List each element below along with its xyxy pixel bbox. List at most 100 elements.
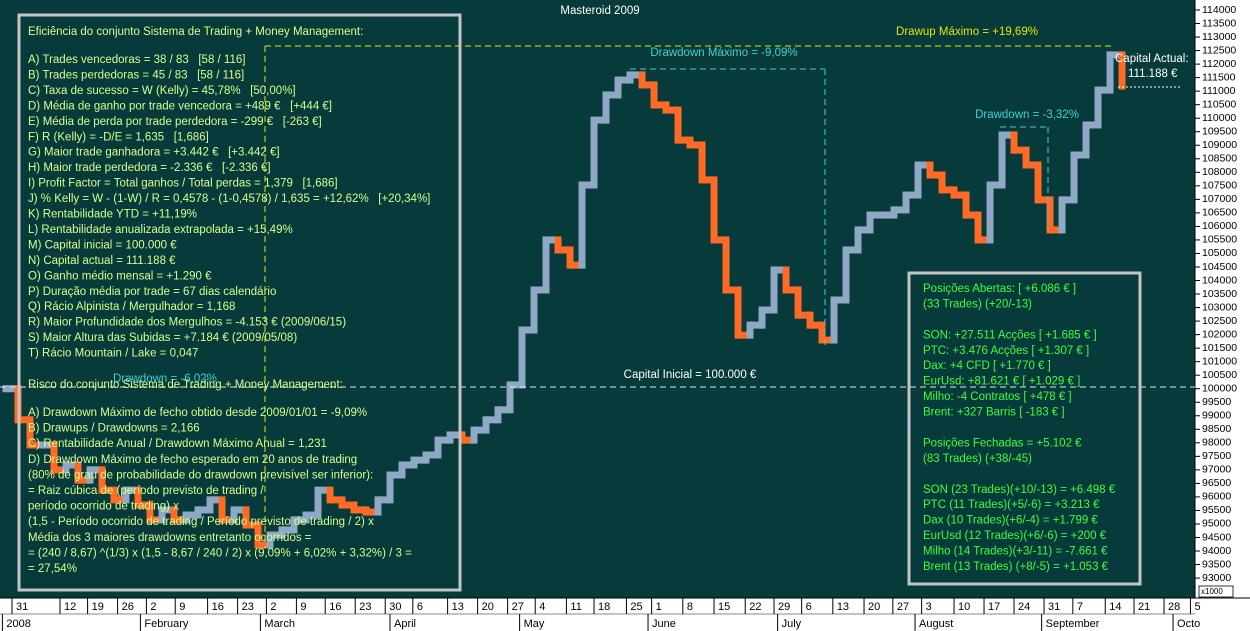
step-riser bbox=[1010, 131, 1018, 154]
step-tread bbox=[954, 191, 967, 199]
step-tread bbox=[906, 191, 919, 199]
step-tread bbox=[186, 511, 199, 519]
x-month-label: February bbox=[144, 618, 189, 630]
step-tread bbox=[822, 336, 835, 344]
x-month-label: September bbox=[1046, 618, 1100, 630]
step-tread bbox=[102, 486, 115, 494]
step-tread bbox=[774, 266, 787, 274]
panel-line: PTC: +3.476 Acções [ +1.307 € ] bbox=[923, 345, 1089, 357]
step-tread bbox=[870, 211, 883, 219]
step-tread bbox=[1050, 226, 1063, 234]
step-riser bbox=[914, 161, 922, 199]
step-tread bbox=[894, 206, 907, 214]
step-tread bbox=[66, 461, 79, 469]
step-riser bbox=[710, 176, 718, 244]
y-tick-label: 97000 bbox=[1202, 464, 1231, 476]
step-riser bbox=[470, 426, 478, 444]
step-riser bbox=[1046, 196, 1054, 234]
step-tread bbox=[714, 236, 727, 244]
y-tick-label: 113500 bbox=[1202, 17, 1236, 29]
step-riser bbox=[542, 236, 550, 294]
step-tread bbox=[738, 331, 751, 339]
step-tread bbox=[570, 261, 583, 269]
step-tread bbox=[546, 236, 559, 244]
step-tread bbox=[354, 506, 367, 514]
x-tick-label: 5 bbox=[1194, 601, 1200, 613]
step-riser bbox=[110, 486, 118, 504]
step-tread bbox=[990, 181, 1003, 189]
step-riser bbox=[806, 311, 814, 329]
panel-line: Brent (13 Trades) (+8/-5) = +1.053 € bbox=[923, 561, 1109, 573]
step-riser bbox=[722, 236, 730, 294]
step-riser bbox=[398, 461, 406, 479]
step-tread bbox=[582, 181, 595, 189]
step-tread bbox=[486, 416, 499, 424]
panel-line: Milho (14 Trades)(+3/-11) = -7.661 € bbox=[923, 545, 1108, 557]
step-riser bbox=[26, 416, 34, 449]
y-tick-label: 102500 bbox=[1202, 315, 1237, 327]
step-tread bbox=[246, 521, 259, 529]
step-riser bbox=[698, 141, 706, 184]
step-tread bbox=[18, 416, 31, 424]
panel-texts: A) Trades vencedoras = 38 / 83 [58 / 116… bbox=[28, 54, 1116, 575]
step-riser bbox=[230, 506, 238, 524]
step-riser bbox=[206, 496, 214, 514]
step-tread bbox=[258, 541, 271, 549]
step-tread bbox=[690, 141, 703, 149]
panel-line: S) Maior Altura das Subidas = +7.184 € (… bbox=[28, 332, 297, 344]
step-tread bbox=[126, 486, 139, 494]
step-tread bbox=[882, 211, 895, 219]
x-tick-label: 25 bbox=[630, 601, 642, 613]
step-tread bbox=[618, 76, 631, 84]
panel-line: D) Média de ganho por trade vencedora = … bbox=[28, 100, 332, 112]
x-tick-label: 27 bbox=[897, 601, 909, 613]
step-riser bbox=[146, 501, 154, 524]
step-tread bbox=[270, 531, 283, 539]
step-tread bbox=[642, 81, 655, 89]
step-riser bbox=[746, 321, 754, 339]
step-riser bbox=[602, 91, 610, 124]
y-tick-label: 101500 bbox=[1202, 342, 1237, 354]
step-riser bbox=[566, 246, 574, 269]
panel-line: B) Trades perdedoras = 45 / 83 [58 / 116… bbox=[28, 69, 244, 81]
step-tread bbox=[858, 226, 871, 234]
step-riser bbox=[2, 385, 10, 393]
panel-line: A) Drawdown Máximo de fecho obtido desde… bbox=[28, 407, 367, 419]
x-tick-label: 26 bbox=[122, 601, 134, 613]
x-tick-label: 20 bbox=[868, 601, 880, 613]
y-tick-label: 109500 bbox=[1202, 126, 1237, 138]
x-tick-label: 31 bbox=[1048, 601, 1060, 613]
x-tick-label: 6 bbox=[417, 601, 423, 613]
step-tread bbox=[798, 311, 811, 319]
annotation: Drawup Máximo = +19,69% bbox=[896, 26, 1038, 38]
step-riser bbox=[674, 106, 682, 144]
panel-line: R) Maior Profundidade dos Mergulhos = -4… bbox=[28, 317, 346, 329]
step-tread bbox=[198, 506, 211, 514]
panel-line: N) Capital actual = 111.188 € bbox=[28, 255, 176, 267]
x-tick-label: 21 bbox=[1138, 601, 1150, 613]
x-tick-label: 10 bbox=[958, 601, 970, 613]
panel-line: (80% de grau de probabilidade do drawdow… bbox=[28, 469, 373, 481]
step-tread bbox=[378, 496, 391, 504]
step-riser bbox=[1058, 196, 1066, 234]
x-tick-label: 29 bbox=[778, 601, 790, 613]
step-tread bbox=[510, 381, 523, 389]
step-tread bbox=[306, 511, 319, 519]
step-tread bbox=[366, 508, 379, 516]
step-riser bbox=[1106, 51, 1114, 94]
panel-line: PTC (11 Trades)(+5/-6) = +3.213 € bbox=[923, 499, 1100, 511]
y-tick-label: 99500 bbox=[1202, 396, 1231, 408]
panel-line: C) Rentabilidade Anual / Drawdown Máximo… bbox=[28, 438, 327, 450]
annotation: Drawdown = -6,02% bbox=[113, 373, 217, 385]
step-riser bbox=[1094, 86, 1102, 129]
panel-line: L) Rentabilidade anualizada extrapolada … bbox=[28, 224, 293, 236]
panel-line: Dax (10 Trades)(+6/-4) = +1.799 € bbox=[923, 515, 1098, 527]
step-riser bbox=[866, 211, 874, 234]
step-tread bbox=[1002, 131, 1015, 139]
panel-title: Risco do conjunto Sistema de Trading + M… bbox=[28, 379, 343, 391]
x-month-label: July bbox=[782, 618, 802, 630]
y-tick-label: 100000 bbox=[1202, 382, 1237, 394]
y-tick-label: 106000 bbox=[1202, 220, 1237, 232]
step-tread bbox=[750, 321, 763, 329]
y-tick-label: 110500 bbox=[1202, 98, 1236, 110]
